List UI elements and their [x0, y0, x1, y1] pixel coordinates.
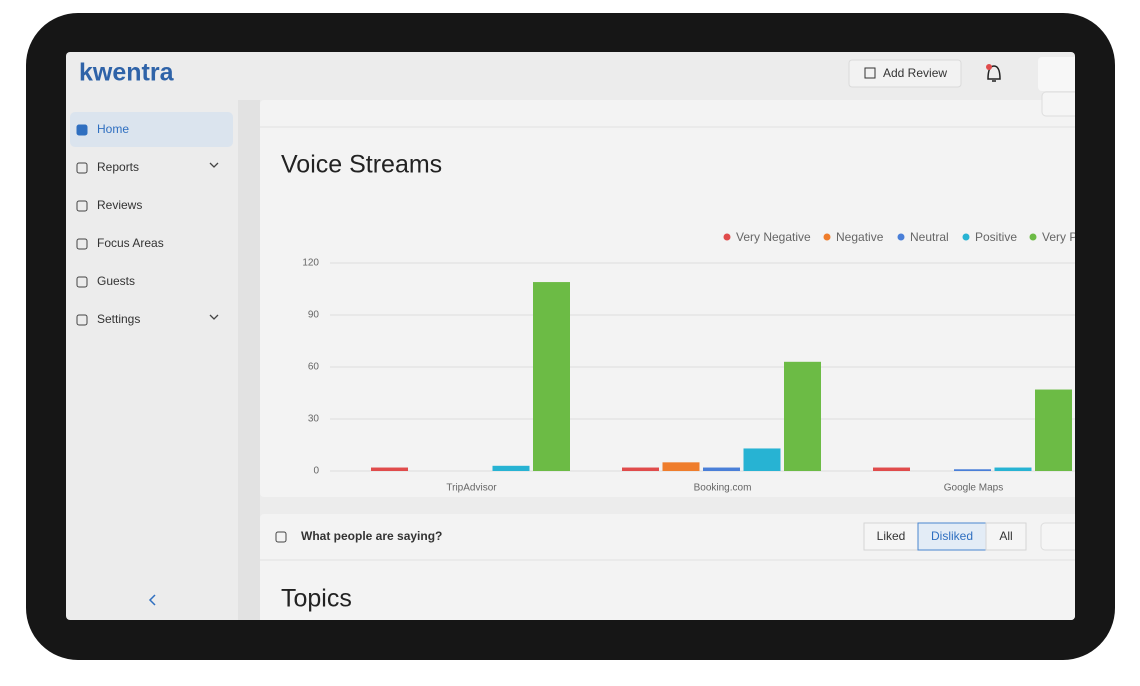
chart: 0 30 60 90 120 Very Negative Negative Neutral Po… — [302, 230, 1112, 494]
x-tick-label: Google Maps — [944, 483, 1003, 494]
legend-label[interactable]: Negative — [836, 230, 884, 244]
nav-icon — [76, 276, 88, 288]
bar — [743, 448, 781, 471]
legend-label[interactable]: Very Negative — [736, 230, 811, 244]
filter-button[interactable] — [917, 522, 987, 551]
nav-item[interactable]: Reviews — [97, 198, 142, 212]
sidebar: Home Reports Reviews Focus Areas Guests Setti… — [70, 112, 233, 326]
nav-highlight — [70, 112, 233, 147]
y-tick-label: 0 — [313, 466, 319, 477]
filter-button[interactable] — [863, 522, 919, 551]
bar — [622, 467, 659, 471]
feedback-title: What people are saying? — [301, 529, 442, 543]
legend-marker — [723, 233, 731, 241]
bar — [994, 467, 1032, 471]
legend-marker — [1029, 233, 1037, 241]
legend-label[interactable]: Neutral — [910, 230, 949, 244]
feedback-action-button[interactable] — [1040, 522, 1086, 551]
nav-icon — [76, 314, 88, 326]
legend-marker — [823, 233, 831, 241]
nav-item[interactable]: Reports — [97, 160, 139, 174]
bar — [873, 467, 910, 471]
nav-icon — [76, 200, 88, 212]
nav-icon — [76, 162, 88, 174]
add-review-label: Add Review — [883, 66, 947, 80]
filter-label[interactable]: All — [999, 529, 1012, 543]
filter-button[interactable] — [985, 522, 1027, 551]
collapse-button[interactable] — [148, 594, 156, 606]
scroll-gutter — [238, 100, 260, 620]
feedback-icon — [275, 531, 287, 543]
add-review-button[interactable] — [848, 59, 962, 88]
logo: kwentra — [79, 59, 175, 87]
filter-group: Liked Disliked All — [863, 522, 1027, 551]
x-tick-label: TripAdvisor — [446, 483, 497, 494]
x-tick-label: Booking.com — [694, 483, 752, 494]
bar — [703, 467, 740, 471]
filter-label[interactable]: Liked — [877, 529, 906, 543]
y-tick-label: 120 — [302, 258, 319, 269]
app: kwentra Add Review Voice Streams 0 30 60 90… — [66, 52, 1112, 620]
topics-title: Topics — [281, 585, 352, 613]
profile-button[interactable] — [1038, 57, 1083, 91]
legend-marker — [962, 233, 970, 241]
bar — [533, 282, 570, 471]
nav-item[interactable]: Guests — [97, 274, 135, 288]
bar — [662, 462, 700, 471]
chart-title: Voice Streams — [281, 151, 442, 179]
notification-dot — [986, 64, 992, 70]
y-tick-label: 30 — [308, 414, 320, 425]
nav-item[interactable]: Settings — [97, 312, 140, 326]
filter-label[interactable]: Disliked — [931, 529, 973, 543]
bar — [1035, 389, 1072, 471]
add-icon — [864, 67, 876, 79]
bar — [371, 467, 408, 471]
bar — [954, 469, 991, 471]
nav-chevron — [209, 314, 219, 320]
card-action-button[interactable] — [1041, 91, 1082, 117]
nav-item[interactable]: Focus Areas — [97, 236, 164, 250]
legend-label[interactable]: Very Positive — [1042, 230, 1112, 244]
nav-item[interactable]: Home — [97, 122, 129, 136]
nav-icon — [76, 238, 88, 250]
y-tick-label: 90 — [308, 310, 320, 321]
bar — [492, 465, 530, 471]
nav-chevron — [209, 162, 219, 168]
nav-icon — [76, 124, 88, 136]
voice-streams-card — [260, 100, 1075, 497]
legend-label[interactable]: Positive — [975, 230, 1017, 244]
bar — [784, 361, 821, 471]
legend-marker — [897, 233, 905, 241]
y-tick-label: 60 — [308, 362, 320, 373]
bell-icon[interactable] — [987, 65, 1001, 82]
